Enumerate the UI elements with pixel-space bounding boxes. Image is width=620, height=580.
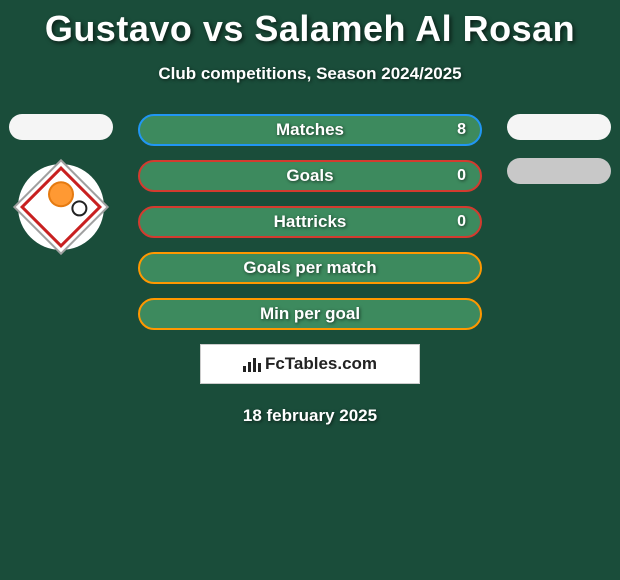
left-club-logo bbox=[18, 164, 104, 250]
page-subtitle: Club competitions, Season 2024/2025 bbox=[0, 64, 620, 84]
stat-value-right: 0 bbox=[457, 213, 466, 231]
stat-label: Goals bbox=[286, 166, 333, 186]
stat-value-right: 0 bbox=[457, 167, 466, 185]
chart-icon bbox=[243, 356, 261, 372]
left-player-placeholder bbox=[9, 114, 113, 140]
stat-value-right: 8 bbox=[457, 121, 466, 139]
stat-row: Goals 0 bbox=[138, 160, 482, 192]
stat-label: Hattricks bbox=[274, 212, 347, 232]
stat-label: Matches bbox=[276, 120, 344, 140]
stat-row: Goals per match bbox=[138, 252, 482, 284]
right-player-placeholder-2 bbox=[507, 158, 611, 184]
branding-badge: FcTables.com bbox=[200, 344, 420, 384]
stat-label: Goals per match bbox=[243, 258, 376, 278]
left-player-column bbox=[6, 114, 116, 250]
right-player-placeholder-1 bbox=[507, 114, 611, 140]
stat-label: Min per goal bbox=[260, 304, 360, 324]
right-player-column bbox=[504, 114, 614, 202]
stat-row: Min per goal bbox=[138, 298, 482, 330]
date-line: 18 february 2025 bbox=[0, 406, 620, 426]
branding-text: FcTables.com bbox=[265, 354, 377, 374]
page-title: Gustavo vs Salameh Al Rosan bbox=[0, 0, 620, 50]
stat-row: Hattricks 0 bbox=[138, 206, 482, 238]
stat-row: Matches 8 bbox=[138, 114, 482, 146]
stats-table: Matches 8 Goals 0 Hattricks 0 Goals per match M… bbox=[138, 114, 482, 330]
comparison-content: Matches 8 Goals 0 Hattricks 0 Goals per match M… bbox=[0, 114, 620, 426]
